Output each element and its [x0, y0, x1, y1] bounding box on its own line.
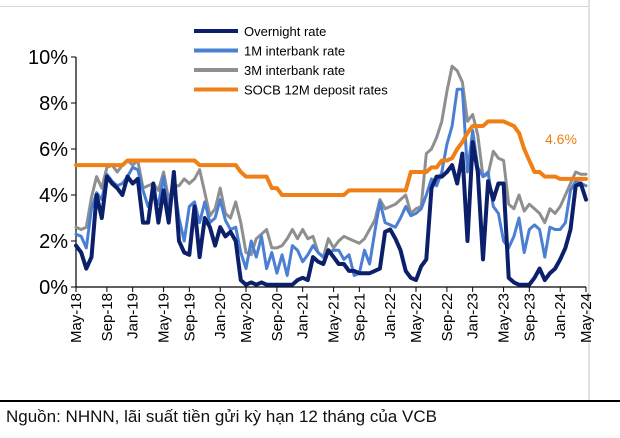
x-tick-label: May-19 [156, 293, 173, 343]
right-frame-rule [588, 0, 590, 400]
series-line-socb-12m-deposit-rates [74, 119, 588, 197]
chart-axes: 0% 2% 4% 6% 8% 10% May-18 Sep-18 Jan-19 May-19 Sep… [28, 47, 595, 343]
x-tick-label: May-21 [326, 293, 343, 343]
legend-label: 1M interbank rate [244, 44, 345, 59]
end-value-annotation: 4.6% [545, 131, 577, 147]
chart-legend: Overnight rate 1M interbank rate 3M interb… [194, 24, 388, 98]
x-tick-label: Sep-23 [521, 293, 538, 341]
x-tick-label: Jan-24 [552, 293, 569, 339]
x-tick-label: Jan-20 [212, 293, 229, 339]
line-chart: 0% 2% 4% 6% 8% 10% May-18 Sep-18 Jan-19 May-19 Sep… [28, 24, 595, 343]
legend-label: SOCB 12M deposit rates [244, 83, 388, 98]
x-tick-label: Jan-22 [382, 293, 399, 339]
x-tick-label: Jan-21 [295, 293, 312, 339]
x-tick-label: Sep-21 [351, 293, 368, 341]
series-line-3m-interbank-rate [74, 64, 588, 259]
x-tick-label: Jan-23 [465, 293, 482, 339]
y-tick-label: 8% [39, 93, 68, 115]
x-tick-label: Sep-20 [269, 293, 286, 341]
x-tick-label: May-20 [238, 293, 255, 343]
y-tick-label: 10% [28, 47, 68, 69]
y-tick-label: 4% [39, 185, 68, 207]
y-tick-label: 6% [39, 139, 68, 161]
top-frame-strip [0, 0, 590, 7]
chart-series-group [74, 64, 588, 287]
y-tick-label: 0% [39, 277, 68, 299]
series-line-overnight-rate [74, 140, 588, 287]
x-tick-label: May-24 [578, 293, 595, 343]
x-tick-label: Sep-22 [439, 293, 456, 341]
x-tick-label: May-18 [68, 293, 85, 343]
x-tick-label: Sep-18 [99, 293, 116, 341]
x-tick-label: May-22 [408, 293, 425, 343]
x-tick-label: May-23 [496, 293, 513, 343]
legend-label: 3M interbank rate [244, 63, 345, 78]
legend-label: Overnight rate [244, 24, 326, 39]
y-tick-label: 2% [39, 231, 68, 253]
source-note: Nguồn: NHNN, lãi suất tiền gửi kỳ hạn 12… [0, 400, 620, 438]
x-tick-label: Jan-19 [125, 293, 142, 339]
x-tick-label: Sep-19 [181, 293, 198, 341]
